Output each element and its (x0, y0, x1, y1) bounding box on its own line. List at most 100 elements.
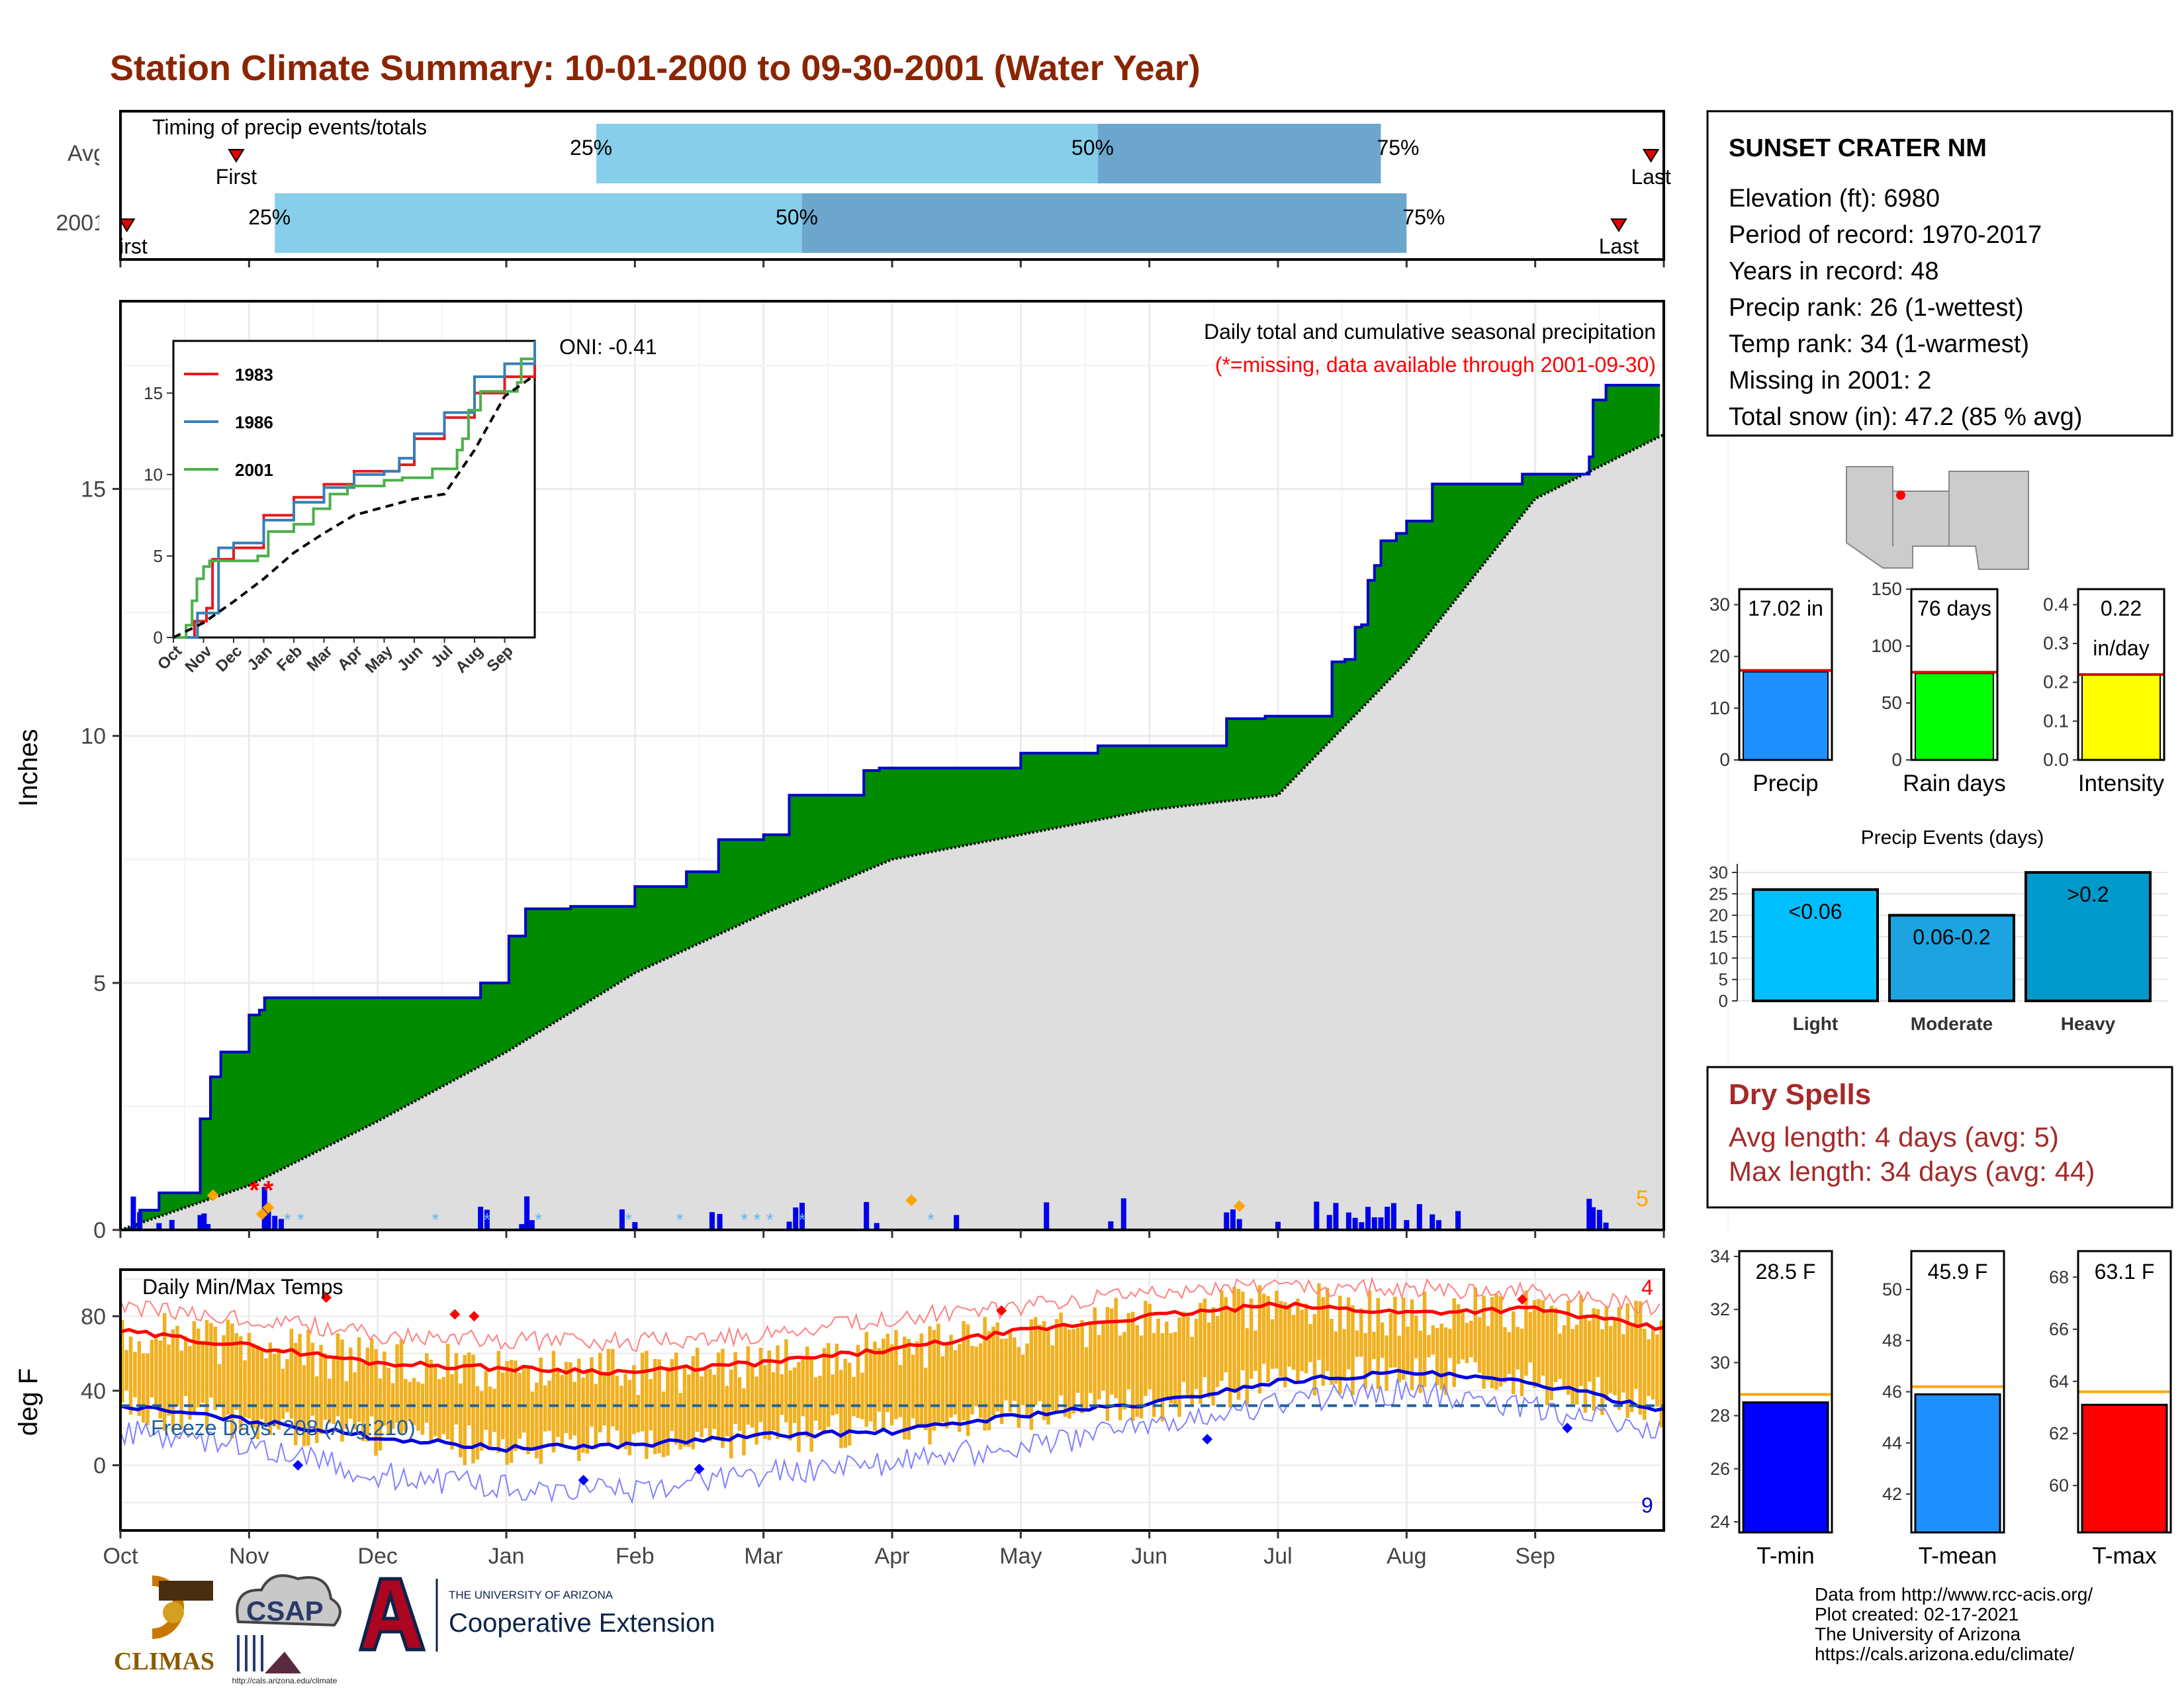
record-low-marker (1562, 1423, 1573, 1434)
record-low-count: 9 (1641, 1493, 1653, 1517)
timing-first-marker (118, 218, 136, 232)
daily-temp-bar (1613, 1318, 1617, 1395)
snow-day-marker: * (927, 1209, 934, 1230)
daily-temp-bar (1448, 1329, 1452, 1358)
daily-temp-bar (695, 1347, 700, 1432)
daily-temp-bar (1266, 1295, 1270, 1383)
daily-temp-bar (1558, 1333, 1562, 1380)
daily-temp-bar (569, 1362, 572, 1440)
daily-temp-bar (1034, 1317, 1038, 1405)
temp-summary-y-tick-label: 34 (1710, 1246, 1730, 1266)
daily-temp-bar (205, 1320, 209, 1430)
daily-precip-bar (1390, 1203, 1396, 1230)
events-y-tick-label: 10 (1709, 948, 1728, 968)
daily-temp-bar (1507, 1332, 1512, 1374)
daily-temp-bar (585, 1369, 590, 1454)
daily-temp-bar (1634, 1301, 1638, 1389)
timing-p50-label: 50% (776, 205, 818, 229)
daily-temp-bar (1080, 1320, 1084, 1414)
daily-temp-bar (1545, 1313, 1549, 1405)
csap-logo-text: CSAP (246, 1595, 324, 1626)
daily-temp-bar (446, 1344, 450, 1440)
event-category-label: Moderate (1911, 1013, 1993, 1034)
snow-day-marker: * (297, 1209, 304, 1230)
daily-temp-bar (268, 1342, 273, 1435)
daily-temp-bar (255, 1345, 259, 1440)
daily-temp-bar (623, 1374, 627, 1450)
daily-temp-bar (285, 1359, 289, 1413)
daily-temp-bar (120, 1320, 124, 1403)
footer-line: Data from http://www.rcc-acis.org/ (1815, 1584, 2093, 1605)
daily-temp-bar (1224, 1297, 1228, 1373)
daily-temp-bar (1055, 1319, 1059, 1412)
summary-bar-Rain days (1915, 673, 1994, 761)
daily-temp-bar (128, 1336, 133, 1415)
daily-temp-bar (687, 1374, 691, 1447)
climas-logo-icon (163, 1602, 184, 1623)
daily-temp-bar (919, 1333, 923, 1425)
daily-temp-bar (1008, 1329, 1013, 1413)
daily-temp-bar (1144, 1301, 1148, 1396)
summary-bar-label: Intensity (2078, 771, 2165, 796)
daily-temp-bar (1367, 1290, 1372, 1373)
events-y-tick-label: 0 (1719, 991, 1728, 1011)
summary-bar-frame (1910, 588, 1999, 761)
daily-precip-bar (201, 1213, 207, 1230)
daily-temp-bar (1418, 1331, 1422, 1393)
daily-temp-bar (365, 1347, 370, 1442)
daily-temp-bar (1643, 1329, 1647, 1420)
daily-temp-bar (374, 1349, 378, 1456)
daily-temp-bar (1567, 1300, 1570, 1395)
daily-temp-bar (496, 1350, 501, 1453)
daily-temp-bar (167, 1344, 171, 1416)
daily-temp-bar (1084, 1347, 1089, 1411)
daily-temp-bar (450, 1374, 454, 1450)
temp-summary-y-tick-label: 48 (1882, 1331, 1902, 1350)
daily-temp-bar (1257, 1285, 1262, 1394)
daily-temp-bar (1071, 1329, 1075, 1414)
daily-temp-bar (1397, 1335, 1401, 1383)
footer-line: Plot created: 02-17-2021 (1815, 1604, 2019, 1624)
station-info-line: Temp rank: 34 (1-warmest) (1729, 330, 2029, 358)
daily-temp-bar (370, 1338, 374, 1417)
daily-temp-bar (357, 1337, 361, 1423)
daily-temp-bar (636, 1395, 640, 1432)
daily-temp-bar (459, 1383, 463, 1458)
record-day-marker (905, 1194, 918, 1207)
daily-temp-bar (615, 1376, 619, 1431)
daily-temp-bar (1338, 1295, 1342, 1394)
snow-day-marker: * (432, 1209, 439, 1230)
daily-temp-bar (572, 1382, 577, 1436)
daily-temp-bar (192, 1321, 197, 1415)
daily-temp-bar (378, 1378, 383, 1451)
daily-temp-bar (234, 1333, 238, 1410)
daily-temp-bar (475, 1385, 480, 1460)
daily-temp-bar (1456, 1304, 1461, 1364)
record-low-marker (694, 1464, 705, 1475)
daily-temp-bar (437, 1379, 441, 1440)
daily-precip-bar (169, 1219, 175, 1230)
daily-temp-bar (1089, 1321, 1093, 1393)
summary-bar-label: Rain days (1903, 771, 2006, 796)
daily-temp-bar (970, 1346, 974, 1415)
snow-day-marker: * (535, 1209, 542, 1230)
daily-temp-bar (632, 1365, 636, 1434)
timing-row-label: 2001 (56, 211, 106, 236)
daily-precip-bar (484, 1209, 490, 1230)
daily-temp-bar (1494, 1294, 1498, 1390)
daily-temp-bar (154, 1335, 158, 1405)
temp-summary-frame (1738, 1250, 1833, 1534)
daily-temp-bar (416, 1382, 420, 1431)
daily-temp-bar (361, 1363, 365, 1441)
daily-precip-bar (1603, 1222, 1609, 1230)
avg-cumulative-area (120, 434, 1664, 1230)
inset-y-tick-label: 10 (144, 465, 163, 485)
daily-temp-bar (535, 1382, 539, 1458)
daily-temp-bar (1249, 1298, 1253, 1379)
record-min-line (120, 1378, 1661, 1505)
daily-temp-bar (264, 1358, 268, 1424)
daily-temp-bar (822, 1348, 827, 1434)
daily-temp-bar (399, 1339, 404, 1434)
daily-precip-bar (709, 1212, 715, 1230)
daily-temp-bar (1608, 1326, 1613, 1393)
